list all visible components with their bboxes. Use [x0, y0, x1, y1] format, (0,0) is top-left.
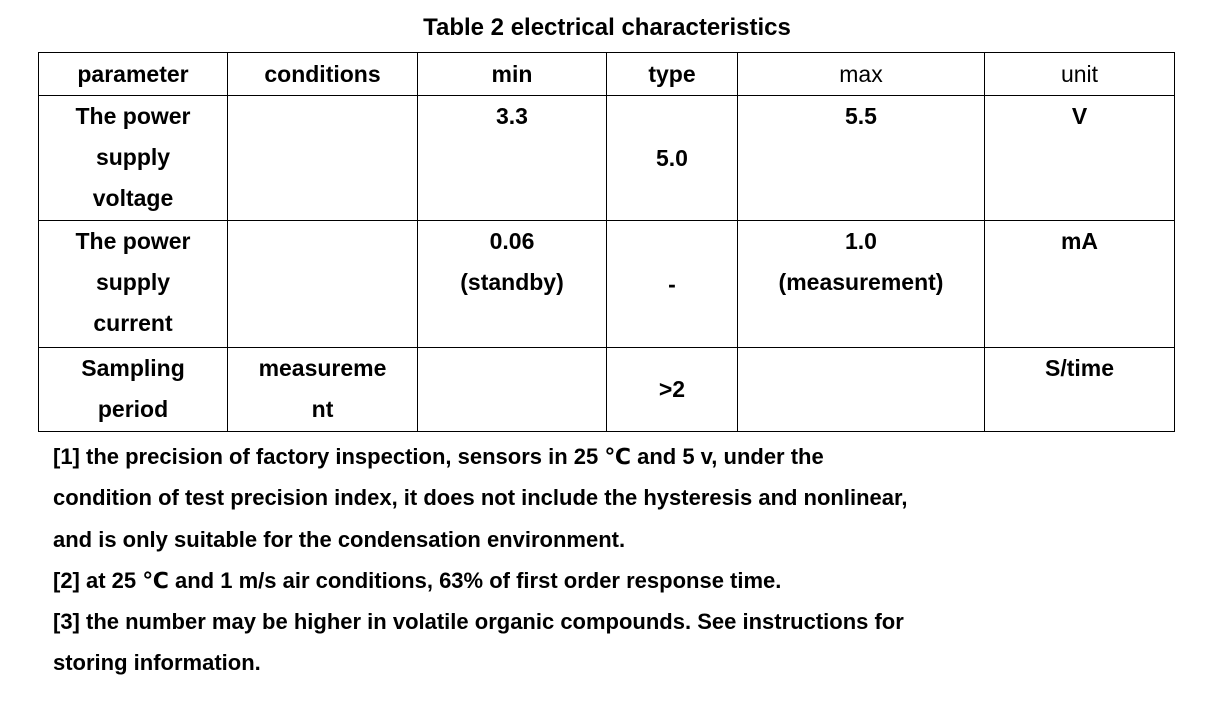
table-cell: 5.0	[606, 95, 738, 221]
note-line: [3] the number may be higher in volatile…	[53, 609, 904, 635]
table-cell: V	[984, 95, 1175, 221]
table-cell: -	[606, 220, 738, 348]
table-cell: >2	[606, 347, 738, 432]
table-cell: mA	[984, 220, 1175, 348]
header-cell: type	[606, 52, 738, 96]
header-cell: conditions	[227, 52, 418, 96]
header-cell: min	[417, 52, 607, 96]
table-cell: 1.0 (measurement)	[737, 220, 985, 348]
table-cell: 3.3	[417, 95, 607, 221]
table-body: parameter conditions min type max unit The pow…	[38, 52, 1175, 432]
note-line: storing information.	[53, 650, 261, 676]
note-line: [2] at 25 ℃ and 1 m/s air conditions, 63…	[53, 567, 782, 593]
notes: [1] the precision of factory inspection,…	[53, 436, 907, 684]
note-line: [1] the precision of factory inspection,…	[53, 444, 824, 469]
header-cell: max	[737, 52, 985, 96]
table-cell: Sampling period	[38, 347, 228, 432]
note-line: and is only suitable for the condensatio…	[53, 526, 626, 552]
table-cell: The power supply voltage	[38, 95, 228, 221]
table-cell: measureme nt	[227, 347, 418, 432]
table-cell: The power supply current	[38, 220, 228, 348]
table-title: Table 2 electrical characteristics	[423, 14, 791, 41]
header-row: parameter conditions min type max unit	[38, 52, 1175, 96]
table-cell	[227, 95, 418, 221]
table-cell	[417, 347, 607, 432]
header-cell: unit	[984, 52, 1175, 96]
table-row: Sampling period measureme nt >2 S/time	[38, 347, 1175, 432]
table-cell	[227, 220, 418, 348]
table-cell: 5.5	[737, 95, 985, 221]
table-cell: S/time	[984, 347, 1175, 432]
note-line: condition of test precision index, it do…	[53, 485, 908, 511]
table: parameter conditions min type max unit The pow…	[38, 52, 1175, 432]
table-cell	[737, 347, 985, 432]
header-cell: parameter	[38, 52, 228, 96]
table-row: The power supply current 0.06 (standby) -1…	[38, 220, 1175, 348]
table-cell: 0.06 (standby)	[417, 220, 607, 348]
table-row: The power supply voltage 3.3 5.0 5.5 V	[38, 95, 1175, 221]
